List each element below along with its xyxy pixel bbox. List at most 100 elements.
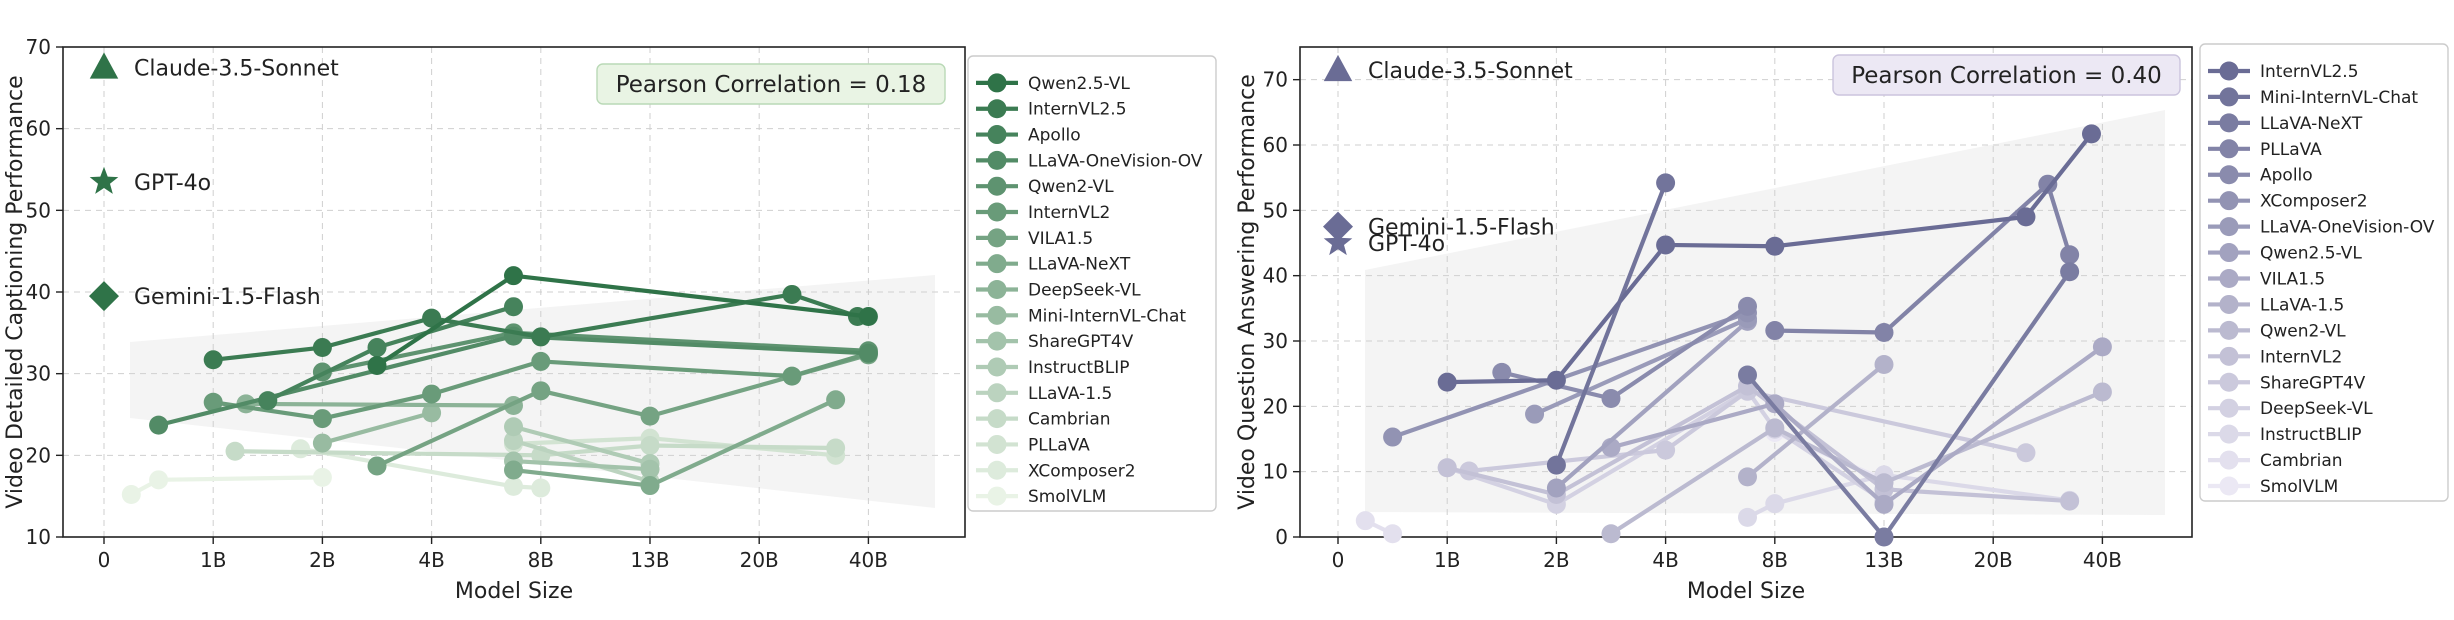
legend-label: LLaVA-OneVision-OV: [2260, 218, 2435, 238]
data-point-internvl2-5: [1656, 235, 1676, 255]
legend-marker: [2219, 294, 2239, 314]
data-point-llava-next: [504, 460, 523, 480]
legend-label: ShareGPT4V: [2260, 373, 2366, 393]
label-claude-3-5-sonnet: Claude-3.5-Sonnet: [1368, 59, 1573, 84]
data-point-xcomposer2: [1383, 427, 1403, 447]
legend-marker: [987, 254, 1007, 274]
triangle-marker-claude-3-5-sonnet: [89, 52, 119, 79]
legend-label: XComposer2: [2260, 192, 2368, 212]
legend-marker: [2219, 372, 2239, 392]
legend-item-llava-next: LLaVA-NeXT: [2208, 113, 2363, 134]
chart-panel-2: 0 10 20 30 40 50 60 70 0 1B 2B 4B 8B 13B 20B 40B Model S…: [1235, 43, 2449, 604]
data-point-cambrian: [225, 441, 245, 461]
data-point-llava-onevision-ov: [858, 343, 878, 363]
legend-item-smolvlm: SmolVLM: [976, 486, 1106, 507]
legend-marker: [2219, 61, 2239, 81]
confidence-band: [1365, 110, 2165, 515]
legend-marker: [987, 409, 1007, 429]
data-point-llava-onevision-ov: [1525, 404, 1545, 424]
data-point-cambrian: [640, 436, 660, 456]
legend-marker: [987, 280, 1007, 299]
legend-label: InternVL2: [2260, 347, 2342, 367]
legend-marker: [2219, 139, 2239, 159]
legend-marker: [987, 460, 1007, 480]
data-point-llava-1-5: [1738, 467, 1757, 487]
legend-item-internvl2-5: InternVL2.5: [2208, 61, 2359, 82]
legend-item-deepseek-vl: DeepSeek-VL: [976, 280, 1141, 301]
data-point-llava-1-5: [504, 431, 523, 451]
data-point-smolvlm: [121, 485, 141, 505]
series-internvl2-5: [203, 284, 867, 370]
series-line-internvl2-5: [212, 292, 859, 362]
x-axis-label: Model Size: [455, 579, 573, 604]
legend-label: Cambrian: [1028, 410, 1111, 430]
legend-item-mini-internvl-chat: Mini-InternVL-Chat: [2208, 87, 2418, 108]
series-mini-internvl-chat: [312, 403, 442, 453]
legend-marker: [987, 125, 1007, 145]
legend-label: XComposer2: [1028, 461, 1136, 481]
series-internvl2-5: [1437, 124, 2101, 392]
data-point-cambrian: [826, 438, 846, 458]
legend-label: SmolVLM: [1028, 487, 1106, 507]
legend-marker: [2219, 398, 2239, 418]
series-internvl2: [203, 343, 878, 429]
legend-label: PLLaVA: [1028, 435, 1090, 455]
star-marker-gpt-4o: [1323, 228, 1353, 256]
legend-marker: [987, 331, 1007, 351]
data-point-mini-internvl-chat: [1546, 455, 1566, 475]
data-point-xcomposer2: [504, 476, 523, 496]
diamond-marker-gemini-1-5-flash: [89, 281, 119, 312]
data-point-xcomposer2: [291, 439, 311, 459]
legend-marker: [987, 357, 1007, 377]
label-gpt-4o: GPT-4o: [134, 171, 211, 196]
y-tick-label: 60: [26, 117, 51, 141]
legend-marker: [987, 383, 1007, 403]
series-line-internvl2: [212, 351, 870, 421]
legend-item-llava-1-5: LLaVA-1.5: [976, 383, 1112, 404]
legend-item-pllava: PLLaVA: [976, 434, 1090, 455]
label-gpt-4o: GPT-4o: [1368, 232, 1445, 257]
legend: Qwen2.5-VL InternVL2.5 Apollo LLaVA-OneVisi…: [967, 55, 1217, 512]
data-point-qwen2-5-vl: [367, 356, 387, 375]
legend-item-llava-1-5: LLaVA-1.5: [2208, 294, 2344, 315]
legend-item-smolvlm: SmolVLM: [2208, 476, 2338, 497]
series-line-xcomposer2: [1391, 310, 1749, 440]
legend-marker: [2219, 450, 2239, 470]
label-claude-3-5-sonnet: Claude-3.5-Sonnet: [134, 56, 339, 81]
data-point-smolvlm: [312, 467, 332, 487]
data-point-internvl2-5: [531, 327, 551, 347]
legend-marker: [2219, 87, 2239, 107]
data-point-internvl2: [422, 384, 442, 404]
series-line-vila1-5: [1610, 345, 2104, 507]
data-point-mini-internvl-chat: [312, 433, 332, 453]
data-point-apollo: [1601, 388, 1621, 408]
legend-label: DeepSeek-VL: [2260, 399, 2373, 419]
legend-item-apollo: Apollo: [976, 125, 1081, 146]
series-line-sharegpt4v: [513, 458, 651, 472]
legend-label: SmolVLM: [2260, 477, 2338, 497]
legend-label: Qwen2.5-VL: [2260, 244, 2362, 264]
legend-label: Qwen2.5-VL: [1028, 74, 1130, 94]
data-point-qwen2-vl: [2092, 382, 2112, 402]
legend-item-apollo: Apollo: [2208, 165, 2313, 186]
legend-item-llava-next: LLaVA-NeXT: [976, 254, 1131, 275]
data-point-llava-next: [1874, 527, 1894, 547]
data-point-cambrian: [1383, 524, 1403, 544]
series-llava-next: [1738, 262, 2080, 547]
diamond-marker-gemini-1-5-flash: [1323, 211, 1353, 242]
data-point-qwen2-5-vl: [504, 266, 523, 286]
legend-label: Mini-InternVL-Chat: [2260, 88, 2418, 108]
y-tick-label: 70: [26, 35, 51, 59]
legend-marker: [987, 202, 1007, 222]
legend-item-vila1-5: VILA1.5: [2208, 269, 2325, 290]
y-tick-label: 30: [1263, 329, 1288, 353]
legend-marker: [2219, 476, 2239, 496]
series-line-mini-internvl-chat: [1554, 182, 1668, 466]
legend-item-internvl2-5: InternVL2.5: [976, 99, 1127, 120]
legend-marker: [2219, 346, 2239, 366]
data-point-llava-next: [826, 390, 846, 410]
y-tick-label: 0: [1275, 525, 1288, 549]
series-pllava: [1765, 174, 2080, 343]
data-point-internvl2-5: [312, 338, 332, 358]
